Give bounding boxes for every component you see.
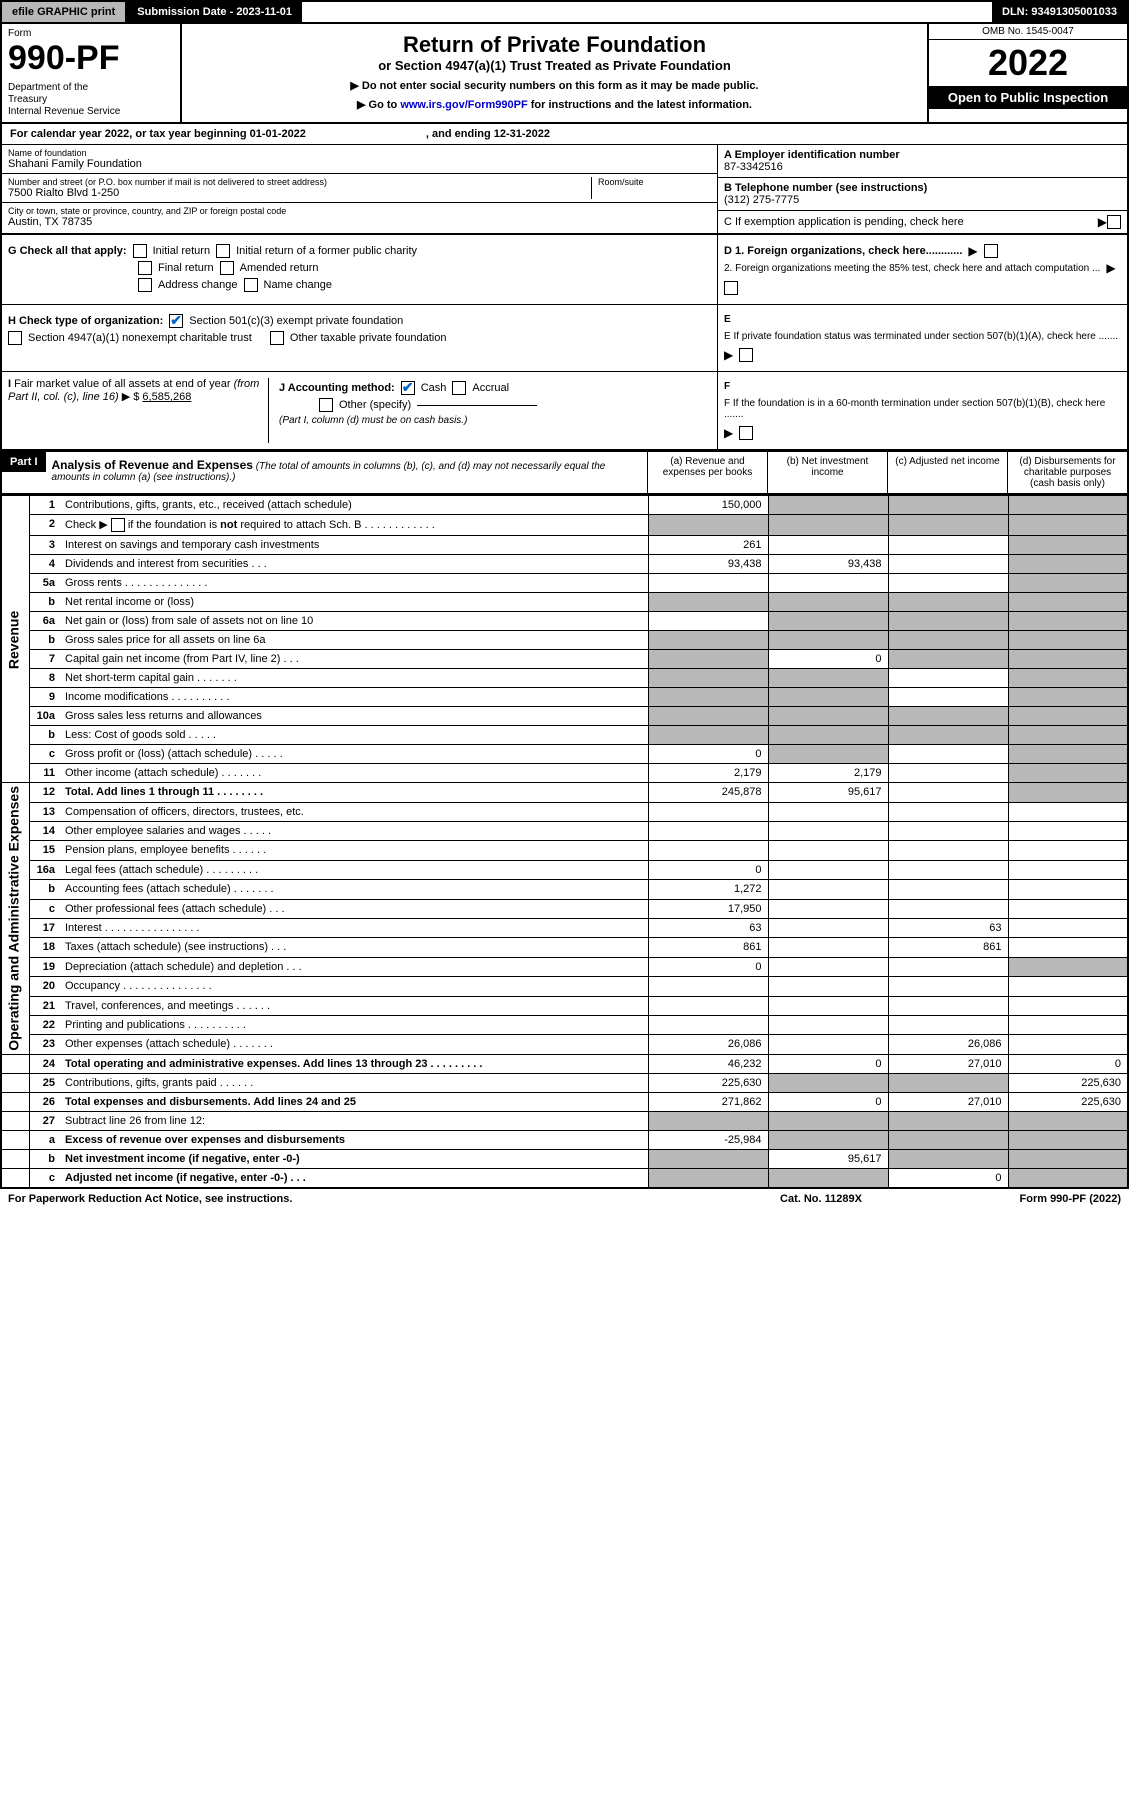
phone-label: B Telephone number (see instructions) <box>724 182 1121 194</box>
form-link[interactable]: www.irs.gov/Form990PF <box>400 99 527 111</box>
j-note: (Part I, column (d) must be on cash basi… <box>279 415 711 426</box>
arrow-icon: ▶ <box>1098 215 1107 229</box>
checks-ij-row: I Fair market value of all assets at end… <box>0 372 1129 451</box>
cal-end: , and ending 12-31-2022 <box>426 128 550 140</box>
checks-g-row: G Check all that apply: Initial return I… <box>0 235 1129 305</box>
footer-cat: Cat. No. 11289X <box>721 1193 921 1205</box>
col-b-head: (b) Net investment income <box>767 452 887 493</box>
city-state-zip: Austin, TX 78735 <box>8 216 711 228</box>
j-label: J Accounting method: <box>279 382 395 394</box>
g1-checkbox[interactable] <box>133 244 147 258</box>
tax-year: 2022 <box>929 40 1127 86</box>
calendar-year-row: For calendar year 2022, or tax year begi… <box>0 124 1129 145</box>
e-checkbox[interactable] <box>739 348 753 362</box>
g-label: G Check all that apply: <box>8 245 127 257</box>
i-value: 6,585,268 <box>142 391 191 403</box>
g2-checkbox[interactable] <box>216 244 230 258</box>
omb-number: OMB No. 1545-0047 <box>929 24 1127 40</box>
g6-checkbox[interactable] <box>244 278 258 292</box>
city-label: City or town, state or province, country… <box>8 206 711 216</box>
part1-label: Part I <box>2 452 46 472</box>
name-label: Name of foundation <box>8 148 711 158</box>
footer: For Paperwork Reduction Act Notice, see … <box>0 1189 1129 1209</box>
h-label: H Check type of organization: <box>8 315 163 327</box>
footer-left: For Paperwork Reduction Act Notice, see … <box>8 1193 721 1205</box>
d1-label: D 1. Foreign organizations, check here..… <box>724 245 962 257</box>
checks-h-row: H Check type of organization: Section 50… <box>0 305 1129 372</box>
revenue-side-label: Revenue <box>1 496 29 783</box>
part1-table: Revenue 1Contributions, gifts, grants, e… <box>0 495 1129 1189</box>
efile-button[interactable]: efile GRAPHIC print <box>2 2 127 22</box>
room-label: Room/suite <box>598 177 711 187</box>
d2-checkbox[interactable] <box>724 281 738 295</box>
c-label: C If exemption application is pending, c… <box>724 216 1098 228</box>
col-a-head: (a) Revenue and expenses per books <box>647 452 767 493</box>
form-header: Form 990-PF Department of theTreasuryInt… <box>0 24 1129 124</box>
h2-checkbox[interactable] <box>8 331 22 345</box>
inst-1: ▶ Do not enter social security numbers o… <box>192 79 917 92</box>
h3-checkbox[interactable] <box>270 331 284 345</box>
open-public: Open to Public Inspection <box>929 86 1127 109</box>
part1-title: Analysis of Revenue and Expenses <box>52 458 253 472</box>
cal-begin: For calendar year 2022, or tax year begi… <box>10 128 306 140</box>
form-title: Return of Private Foundation <box>192 32 917 58</box>
j1-checkbox[interactable] <box>401 381 415 395</box>
form-subtitle: or Section 4947(a)(1) Trust Treated as P… <box>192 58 917 73</box>
j3-checkbox[interactable] <box>319 398 333 412</box>
col-c-head: (c) Adjusted net income <box>887 452 1007 493</box>
g5-checkbox[interactable] <box>138 278 152 292</box>
inst-2: ▶ Go to www.irs.gov/Form990PF for instru… <box>192 98 917 111</box>
ein-label: A Employer identification number <box>724 149 1121 161</box>
e-label: E If private foundation status was termi… <box>724 331 1118 342</box>
address: 7500 Rialto Blvd 1-250 <box>8 187 591 199</box>
d1-checkbox[interactable] <box>984 244 998 258</box>
part1-header: Part I Analysis of Revenue and Expenses … <box>0 451 1129 495</box>
h1-checkbox[interactable] <box>169 314 183 328</box>
top-bar: efile GRAPHIC print Submission Date - 20… <box>0 0 1129 24</box>
f-checkbox[interactable] <box>739 426 753 440</box>
phone-value: (312) 275-7775 <box>724 194 1121 206</box>
form-number: 990-PF <box>8 39 174 78</box>
i-label: Fair market value of all assets at end o… <box>8 378 259 403</box>
addr-label: Number and street (or P.O. box number if… <box>8 177 591 187</box>
dln: DLN: 93491305001033 <box>992 2 1127 22</box>
g4-checkbox[interactable] <box>220 261 234 275</box>
j2-checkbox[interactable] <box>452 381 466 395</box>
dept-text: Department of theTreasuryInternal Revenu… <box>8 82 174 118</box>
l2-checkbox[interactable] <box>111 518 125 532</box>
d2-label: 2. Foreign organizations meeting the 85%… <box>724 263 1100 274</box>
f-label: F If the foundation is in a 60-month ter… <box>724 398 1121 420</box>
entity-block: Name of foundation Shahani Family Founda… <box>0 145 1129 235</box>
foundation-name: Shahani Family Foundation <box>8 158 711 170</box>
footer-form: Form 990-PF (2022) <box>921 1193 1121 1205</box>
expenses-side-label: Operating and Administrative Expenses <box>1 783 29 1055</box>
submission-date: Submission Date - 2023-11-01 <box>127 2 302 22</box>
ein-value: 87-3342516 <box>724 161 1121 173</box>
form-label: Form <box>8 28 174 39</box>
g3-checkbox[interactable] <box>138 261 152 275</box>
c-checkbox[interactable] <box>1107 215 1121 229</box>
col-d-head: (d) Disbursements for charitable purpose… <box>1007 452 1127 493</box>
